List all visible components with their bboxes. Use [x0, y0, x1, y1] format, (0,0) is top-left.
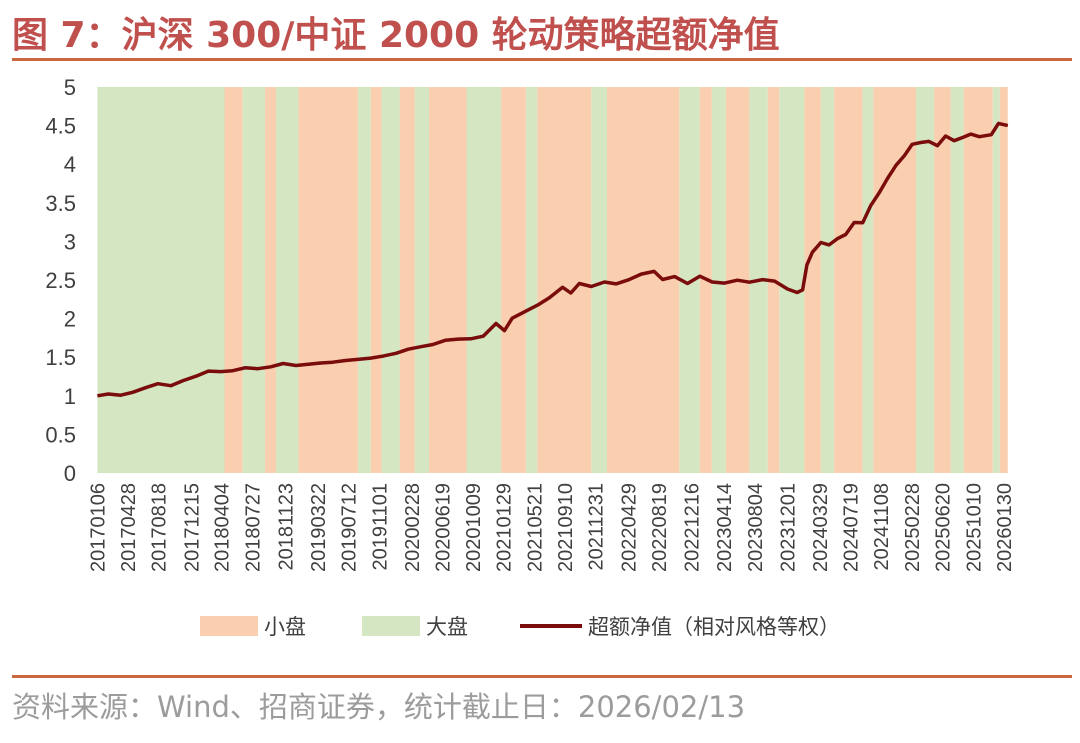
x-tick-label: 20171215	[181, 483, 203, 572]
x-tick-label: 20240719	[841, 483, 863, 572]
x-tick-label: 20170106	[87, 483, 109, 572]
regime-band	[591, 87, 607, 473]
x-tick-label: 20170818	[149, 483, 171, 572]
legend-label: 超额净值（相对风格等权）	[588, 615, 840, 639]
y-tick-label: 1	[64, 384, 76, 409]
legend-swatch	[200, 616, 258, 636]
regime-band	[399, 87, 415, 473]
x-axis: 20170106 20170428 20170818 20171215 20180404…	[87, 483, 1016, 572]
x-tick-label: 20210521	[524, 483, 546, 572]
x-tick-label: 20191101	[369, 483, 391, 571]
x-tick-label: 20251010	[963, 483, 985, 572]
x-tick-label: 20180404	[211, 483, 233, 572]
x-tick-label: 20230414	[714, 483, 736, 572]
regime-band	[711, 87, 726, 473]
regime-band	[298, 87, 358, 473]
regime-band	[501, 87, 526, 473]
y-tick-label: 2	[64, 307, 76, 332]
y-tick-label: 5	[64, 75, 76, 100]
title-rule	[12, 58, 1072, 61]
x-tick-label: 20170428	[118, 483, 140, 572]
y-tick-label: 0.5	[45, 422, 76, 447]
x-tick-label: 20221216	[682, 483, 704, 572]
legend: 小盘 大盘 超额净值（相对风格等权）	[200, 615, 840, 639]
regime-band	[834, 87, 863, 473]
regime-band	[999, 87, 1008, 473]
x-tick-label: 20250620	[933, 483, 955, 572]
x-tick-label: 20220429	[618, 483, 640, 572]
x-tick-label: 20181123	[275, 483, 297, 571]
x-tick-label: 20220819	[649, 483, 671, 572]
x-tick-label: 20200228	[402, 483, 424, 572]
regime-band	[862, 87, 874, 473]
y-tick-label: 4	[64, 152, 76, 177]
x-tick-label: 20260130	[994, 483, 1016, 572]
regime-band	[381, 87, 400, 473]
regime-band	[992, 87, 1000, 473]
x-tick-label: 20190712	[339, 483, 361, 572]
x-tick-label: 20250228	[902, 483, 924, 572]
regime-band	[606, 87, 680, 473]
regime-band	[414, 87, 430, 473]
regime-band	[276, 87, 299, 473]
y-axis: 0 0.5 1 1.5 2 2.5 3 3.5 4 4.5 5	[45, 75, 76, 486]
x-tick-label: 20180727	[243, 483, 265, 572]
y-tick-label: 2.5	[45, 268, 76, 293]
regime-band	[679, 87, 700, 473]
source-note: 资料来源：Wind、招商证券，统计截止日：2026/02/13	[12, 690, 746, 724]
y-tick-label: 3	[64, 229, 76, 254]
regime-band	[370, 87, 382, 473]
y-tick-label: 4.5	[45, 114, 76, 139]
chart-area: 00.511.522.533.544.55 20170106 20170428 20…	[45, 75, 1016, 639]
regime-band	[224, 87, 243, 473]
regime-band	[804, 87, 821, 473]
x-tick-label: 20211231	[586, 483, 608, 571]
y-tick-label: 0	[64, 461, 76, 486]
regime-band	[242, 87, 266, 473]
x-tick-label: 20210129	[494, 483, 516, 572]
x-tick-label: 20190322	[308, 483, 330, 572]
legend-label: 小盘	[264, 615, 306, 639]
regime-band	[950, 87, 964, 473]
y-tick-label: 1.5	[45, 345, 76, 370]
x-tick-label: 20231201	[778, 483, 800, 572]
legend-label: 大盘	[426, 615, 468, 639]
regime-band	[357, 87, 371, 473]
x-tick-label: 20230804	[745, 483, 767, 572]
regime-band	[537, 87, 592, 473]
regime-bands	[97, 87, 1008, 473]
y-tick-label: 3.5	[45, 191, 76, 216]
regime-band	[916, 87, 935, 473]
x-tick-label: 20240329	[810, 483, 832, 572]
regime-band	[934, 87, 951, 473]
x-tick-label: 20241108	[871, 483, 893, 571]
x-tick-label: 20210910	[555, 483, 577, 572]
regime-band	[873, 87, 916, 473]
regime-band	[466, 87, 502, 473]
x-tick-label: 20201009	[463, 483, 485, 572]
regime-band	[97, 87, 225, 473]
chart-title: 图 7：沪深 300/中证 2000 轮动策略超额净值	[12, 15, 780, 56]
regime-band	[963, 87, 993, 473]
regime-band	[429, 87, 467, 473]
excess-nav-line	[97, 121, 1009, 398]
regime-band	[779, 87, 805, 473]
x-tick-label: 20200619	[432, 483, 454, 572]
legend-swatch	[362, 616, 420, 636]
regime-band	[820, 87, 835, 473]
footer-rule	[12, 675, 1072, 678]
regime-band	[265, 87, 276, 473]
regime-band	[525, 87, 538, 473]
